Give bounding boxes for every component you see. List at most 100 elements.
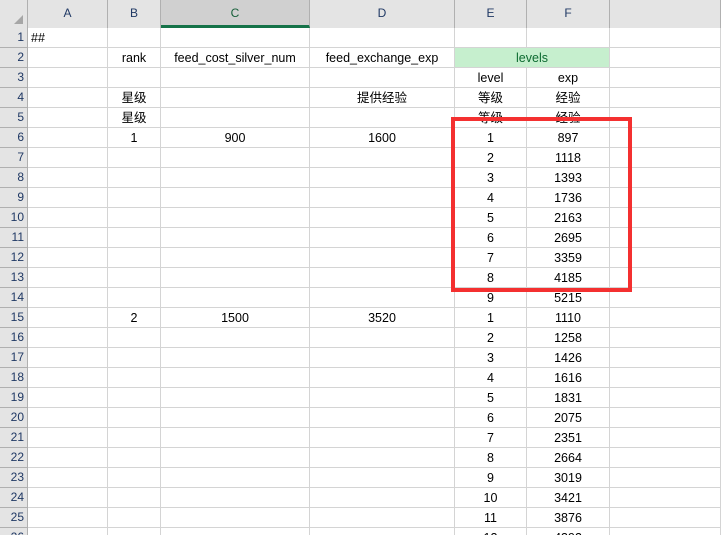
cell-a26[interactable]: [28, 528, 108, 535]
cell-b13[interactable]: [108, 268, 161, 288]
cell-a5[interactable]: [28, 108, 108, 128]
cell-a3[interactable]: [28, 68, 108, 88]
cell-b21[interactable]: [108, 428, 161, 448]
cell-g13[interactable]: [610, 268, 721, 288]
cell-f7[interactable]: 1118: [527, 148, 610, 168]
cell-a13[interactable]: [28, 268, 108, 288]
cell-g24[interactable]: [610, 488, 721, 508]
cell-b16[interactable]: [108, 328, 161, 348]
row-header-23[interactable]: 23: [0, 468, 28, 488]
cell-c19[interactable]: [161, 388, 310, 408]
cell-d25[interactable]: [310, 508, 455, 528]
column-header-g[interactable]: [610, 0, 721, 28]
cell-e25[interactable]: 11: [455, 508, 527, 528]
row-header-18[interactable]: 18: [0, 368, 28, 388]
cell-b3[interactable]: [108, 68, 161, 88]
cell-f11[interactable]: 2695: [527, 228, 610, 248]
cell-b19[interactable]: [108, 388, 161, 408]
cell-a25[interactable]: [28, 508, 108, 528]
cell-c14[interactable]: [161, 288, 310, 308]
cell-a23[interactable]: [28, 468, 108, 488]
cell-a14[interactable]: [28, 288, 108, 308]
row-header-19[interactable]: 19: [0, 388, 28, 408]
cell-g9[interactable]: [610, 188, 721, 208]
cell-a19[interactable]: [28, 388, 108, 408]
cell-d3[interactable]: [310, 68, 455, 88]
cell-a11[interactable]: [28, 228, 108, 248]
cell-e21[interactable]: 7: [455, 428, 527, 448]
cell-g2[interactable]: [610, 48, 721, 68]
cell-e15[interactable]: 1: [455, 308, 527, 328]
cell-g14[interactable]: [610, 288, 721, 308]
cell-d4[interactable]: 提供经验: [310, 88, 455, 108]
cell-c11[interactable]: [161, 228, 310, 248]
cell-b25[interactable]: [108, 508, 161, 528]
row-header-15[interactable]: 15: [0, 308, 28, 328]
cell-b22[interactable]: [108, 448, 161, 468]
cell-g11[interactable]: [610, 228, 721, 248]
row-header-4[interactable]: 4: [0, 88, 28, 108]
cell-d10[interactable]: [310, 208, 455, 228]
cell-a17[interactable]: [28, 348, 108, 368]
cell-d14[interactable]: [310, 288, 455, 308]
cell-f8[interactable]: 1393: [527, 168, 610, 188]
cell-g23[interactable]: [610, 468, 721, 488]
cell-c25[interactable]: [161, 508, 310, 528]
row-header-1[interactable]: 1: [0, 28, 28, 48]
cell-e4[interactable]: 等级: [455, 88, 527, 108]
cell-b7[interactable]: [108, 148, 161, 168]
cell-b10[interactable]: [108, 208, 161, 228]
cell-c12[interactable]: [161, 248, 310, 268]
row-header-16[interactable]: 16: [0, 328, 28, 348]
cell-e26[interactable]: 12: [455, 528, 527, 535]
cell-b15[interactable]: 2: [108, 308, 161, 328]
cell-d5[interactable]: [310, 108, 455, 128]
cell-f1[interactable]: [527, 28, 610, 48]
row-header-10[interactable]: 10: [0, 208, 28, 228]
cell-e22[interactable]: 8: [455, 448, 527, 468]
cell-e17[interactable]: 3: [455, 348, 527, 368]
row-header-20[interactable]: 20: [0, 408, 28, 428]
cell-d16[interactable]: [310, 328, 455, 348]
cell-d21[interactable]: [310, 428, 455, 448]
cell-b5[interactable]: 星级: [108, 108, 161, 128]
cell-g10[interactable]: [610, 208, 721, 228]
cell-c24[interactable]: [161, 488, 310, 508]
cell-b4[interactable]: 星级: [108, 88, 161, 108]
column-header-d[interactable]: D: [310, 0, 455, 28]
cell-d23[interactable]: [310, 468, 455, 488]
cell-c20[interactable]: [161, 408, 310, 428]
column-header-c[interactable]: C: [161, 0, 310, 28]
row-header-2[interactable]: 2: [0, 48, 28, 68]
row-header-13[interactable]: 13: [0, 268, 28, 288]
cell-c3[interactable]: [161, 68, 310, 88]
cell-e13[interactable]: 8: [455, 268, 527, 288]
cell-b24[interactable]: [108, 488, 161, 508]
cell-f19[interactable]: 1831: [527, 388, 610, 408]
cell-d8[interactable]: [310, 168, 455, 188]
cell-b18[interactable]: [108, 368, 161, 388]
row-header-5[interactable]: 5: [0, 108, 28, 128]
cell-e18[interactable]: 4: [455, 368, 527, 388]
cell-f5[interactable]: 经验: [527, 108, 610, 128]
cell-c10[interactable]: [161, 208, 310, 228]
cell-a24[interactable]: [28, 488, 108, 508]
cell-e6[interactable]: 1: [455, 128, 527, 148]
cell-g1[interactable]: [610, 28, 721, 48]
cell-c6[interactable]: 900: [161, 128, 310, 148]
cell-f15[interactable]: 1110: [527, 308, 610, 328]
cell-a9[interactable]: [28, 188, 108, 208]
cell-g22[interactable]: [610, 448, 721, 468]
cell-g16[interactable]: [610, 328, 721, 348]
cell-e2-levels-header[interactable]: levels: [455, 48, 610, 68]
cell-d1[interactable]: [310, 28, 455, 48]
cell-a15[interactable]: [28, 308, 108, 328]
cell-e5[interactable]: 等级: [455, 108, 527, 128]
cell-g19[interactable]: [610, 388, 721, 408]
cell-d7[interactable]: [310, 148, 455, 168]
cell-d2[interactable]: feed_exchange_exp: [310, 48, 455, 68]
cell-a2[interactable]: [28, 48, 108, 68]
row-header-7[interactable]: 7: [0, 148, 28, 168]
cell-e12[interactable]: 7: [455, 248, 527, 268]
